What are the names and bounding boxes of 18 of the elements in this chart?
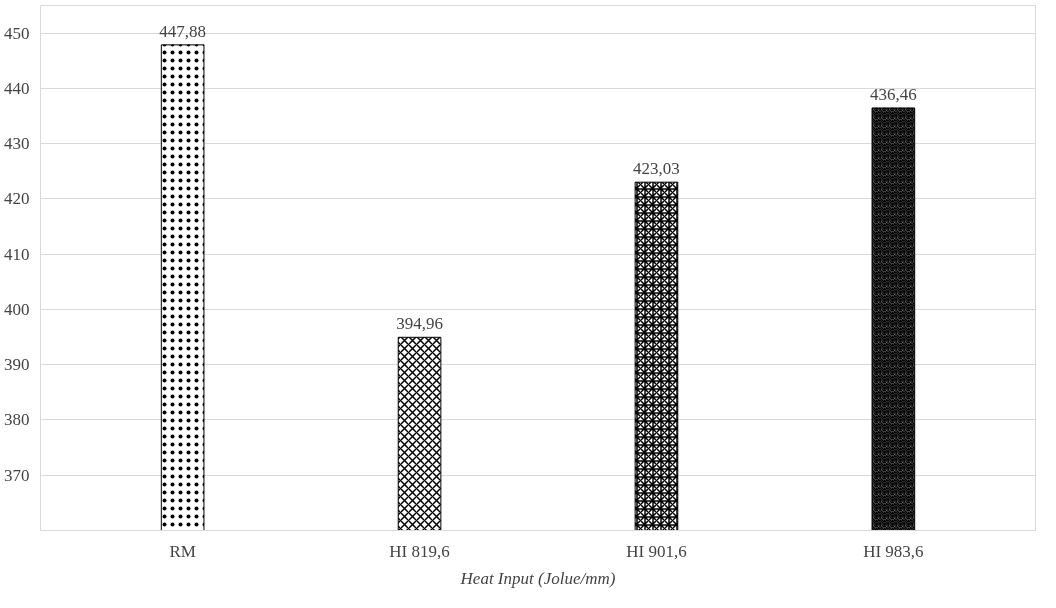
x-tick-label: HI 901,6: [626, 541, 687, 561]
x-tick-label: HI 983,6: [863, 541, 924, 561]
y-tick-label: 390: [4, 355, 30, 375]
x-tick-label: RM: [169, 541, 196, 561]
y-tick-label: 380: [4, 410, 30, 430]
data-label: 436,46: [869, 84, 917, 104]
y-tick-label: 440: [4, 78, 30, 98]
y-tick-label: 400: [4, 299, 30, 319]
y-tick-label: 450: [4, 23, 30, 43]
y-tick-label: 420: [4, 189, 30, 209]
y-tick-label: 410: [4, 244, 30, 264]
data-label: 394,96: [396, 314, 443, 334]
y-tick-label: 430: [4, 134, 30, 154]
data-label: 423,03: [633, 159, 680, 179]
y-tick-label: 370: [4, 465, 30, 485]
data-label: 447,88: [159, 21, 207, 41]
x-axis-title: Heat Input (Jolue/mm): [459, 568, 616, 588]
x-tick-label: HI 819,6: [389, 541, 450, 561]
